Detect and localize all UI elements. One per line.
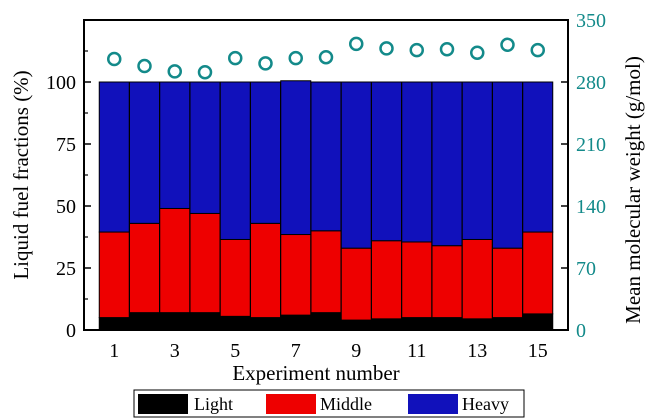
legend-swatch-middle (266, 394, 316, 414)
bar-heavy-5 (219, 81, 251, 240)
x-tick-label: 15 (528, 340, 548, 362)
bar-heavy-8 (310, 81, 342, 232)
bar-middle-7 (280, 234, 312, 316)
y2-tick-label: 210 (576, 134, 606, 156)
y-tick-label: 75 (56, 134, 76, 156)
bar-middle-15 (522, 231, 554, 315)
mean-weight-point-10 (379, 41, 394, 56)
mean-weight-point-15 (530, 42, 545, 58)
bar-middle-8 (310, 230, 342, 314)
bar-heavy-6 (250, 81, 281, 224)
mean-weight-point-9 (349, 36, 364, 52)
y-tick-label: 50 (56, 196, 76, 218)
bar-heavy-11 (401, 81, 433, 243)
bar-middle-2 (129, 222, 160, 314)
mean-weight-point-5 (228, 50, 243, 66)
mean-weight-point-11 (409, 42, 424, 58)
bar-heavy-7 (280, 80, 312, 236)
x-tick-label: 1 (109, 340, 119, 362)
y2-tick-label: 350 (576, 10, 606, 32)
mean-weight-point-13 (470, 45, 485, 61)
bar-middle-12 (431, 245, 463, 319)
y-tick-label: 100 (46, 72, 76, 94)
bar-middle-1 (98, 231, 130, 319)
bar-middle-10 (371, 240, 402, 320)
mean-weight-point-4 (197, 65, 213, 80)
bar-heavy-12 (431, 81, 463, 247)
bar-heavy-4 (189, 81, 221, 214)
legend-swatch-heavy (408, 394, 458, 414)
bar-middle-6 (250, 222, 281, 319)
x-tick-label: 11 (407, 340, 426, 362)
y2-tick-label: 280 (576, 72, 606, 94)
bar-heavy-13 (461, 81, 493, 240)
bar-heavy-9 (340, 81, 372, 249)
bar-middle-4 (189, 212, 221, 314)
mean-weight-point-6 (258, 56, 273, 71)
mean-weight-markers (107, 36, 545, 80)
x-tick-label: 7 (291, 340, 301, 362)
x-tick-label: 5 (230, 340, 240, 362)
y2-tick-label: 70 (576, 258, 596, 280)
mean-weight-point-12 (439, 41, 455, 57)
bar-middle-14 (492, 247, 523, 319)
mean-weight-point-8 (318, 49, 334, 65)
bar-heavy-1 (98, 81, 130, 233)
bar-middle-9 (340, 247, 372, 321)
bar-heavy-3 (159, 81, 191, 209)
mean-weight-point-14 (500, 37, 515, 53)
y-tick-label: 25 (56, 258, 76, 280)
bar-middle-3 (159, 207, 191, 314)
legend: Light Middle Heavy (133, 389, 525, 418)
mean-weight-point-2 (137, 58, 152, 74)
y2-tick-label: 140 (576, 196, 606, 218)
bar-heavy-15 (522, 81, 554, 233)
y2-tick-label: 0 (576, 320, 586, 342)
mean-weight-point-3 (167, 64, 182, 79)
y2-axis-title: Mean molecular weight (g/mol) (621, 56, 645, 324)
x-tick-label: 9 (351, 340, 361, 362)
bar-middle-13 (461, 238, 493, 320)
bar-heavy-14 (492, 81, 523, 249)
legend-frame (133, 389, 525, 418)
x-axis-title: Experiment number (232, 361, 399, 385)
x-tick-label: 3 (170, 340, 180, 362)
mean-weight-point-1 (107, 51, 122, 67)
bar-heavy-10 (371, 81, 402, 242)
legend-label-heavy: Heavy (462, 394, 509, 414)
bars-layer (98, 80, 554, 331)
y-axis-title: Liquid fuel fractions (%) (9, 70, 33, 279)
mean-weight-point-7 (288, 50, 303, 66)
bar-middle-11 (401, 241, 433, 319)
y-axis-right: 0 70 140 210 280 350 (561, 10, 606, 342)
x-tick-label: 13 (467, 340, 487, 362)
y-tick-label: 0 (66, 320, 76, 342)
legend-swatch-light (138, 394, 188, 414)
y-axis-left: 0 25 50 75 100 (46, 50, 91, 342)
x-axis: 1 3 5 7 9 11 13 15 (109, 322, 548, 362)
bar-heavy-2 (129, 81, 160, 224)
legend-label-light: Light (194, 394, 233, 414)
legend-label-middle: Middle (320, 394, 372, 414)
bar-middle-5 (219, 238, 251, 317)
